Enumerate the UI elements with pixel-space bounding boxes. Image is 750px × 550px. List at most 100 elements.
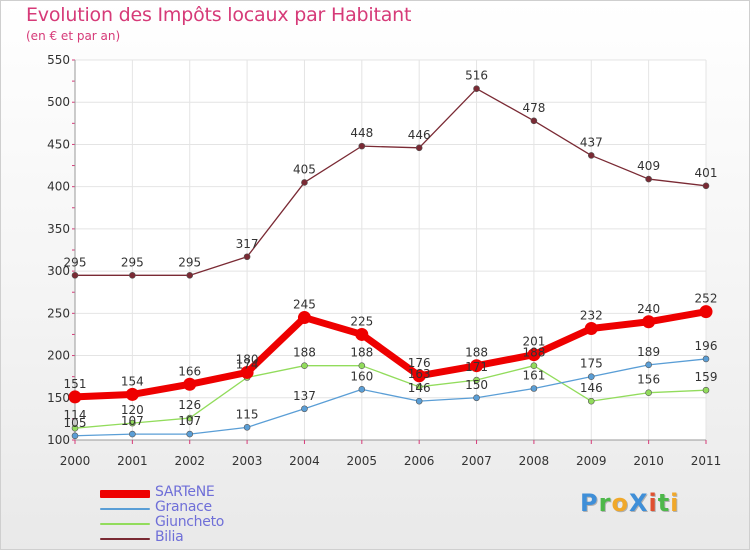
data-label-giuncheto: 163: [408, 367, 431, 381]
series-line-sartene: [74, 308, 707, 401]
data-point-sartene: [699, 305, 713, 319]
data-label-giuncheto: 126: [178, 398, 201, 412]
data-point-sartene: [183, 377, 197, 391]
data-label-giuncheto: 114: [64, 408, 87, 422]
data-label-sartene: 151: [64, 377, 87, 391]
x-tick-label: 2003: [232, 454, 263, 468]
line-chart: 100 150 200 250 300 350 400 450 500 550 2000 2001 20…: [47, 53, 722, 468]
data-point-granace: [71, 432, 79, 440]
data-label-giuncheto: 174: [236, 358, 259, 372]
data-point-bilia: [645, 175, 652, 183]
y-tick-label: 100: [47, 433, 70, 447]
x-tick-label: 2000: [60, 454, 91, 468]
legend-label: Granace: [155, 499, 212, 515]
data-point-bilia: [186, 272, 194, 279]
legend-label: SARTeNE: [155, 484, 215, 500]
data-point-sartene: [527, 348, 541, 362]
data-label-granace: 196: [695, 339, 718, 353]
data-label-sartene: 240: [637, 302, 660, 316]
legend-swatch: [100, 523, 150, 525]
data-point-granace: [186, 430, 194, 438]
data-label-bilia: 409: [637, 159, 660, 173]
x-tick-label: 2006: [404, 454, 435, 468]
data-label-granace: 175: [580, 357, 603, 371]
data-label-sartene: 225: [350, 314, 373, 328]
chart-subtitle: (en € et par an): [26, 29, 121, 43]
data-point-giuncheto: [587, 397, 595, 405]
data-point-giuncheto: [129, 419, 136, 427]
data-point-bilia: [587, 152, 595, 159]
data-point-bilia: [243, 253, 251, 261]
data-label-giuncheto: 188: [293, 346, 316, 360]
data-label-granace: 189: [637, 345, 660, 359]
data-label-bilia: 317: [236, 237, 259, 251]
data-label-sartene: 232: [580, 309, 603, 323]
data-point-bilia: [71, 272, 79, 279]
logo-letter: i: [670, 489, 680, 517]
y-tick-label: 550: [47, 53, 70, 67]
x-tick-label: 2002: [174, 454, 205, 468]
data-point-granace: [243, 424, 251, 431]
x-tick-label: 2001: [117, 454, 148, 468]
data-label-granace: 161: [522, 368, 545, 382]
data-point-sartene: [240, 365, 254, 379]
data-label-giuncheto: 120: [121, 403, 144, 417]
y-tick-label: 350: [47, 222, 70, 236]
data-point-giuncheto: [186, 414, 194, 422]
data-label-sartene: 180: [236, 352, 259, 366]
data-label-giuncheto: 146: [580, 381, 603, 395]
data-point-sartene: [297, 311, 311, 325]
data-label-bilia: 295: [178, 255, 201, 269]
data-point-granace: [415, 397, 423, 405]
y-tick-label: 200: [47, 349, 70, 363]
data-point-giuncheto: [530, 362, 538, 369]
data-label-bilia: 295: [64, 255, 87, 269]
data-point-sartene: [584, 322, 598, 336]
x-tick-label: 2007: [461, 454, 492, 468]
data-label-sartene: 176: [408, 356, 431, 370]
legend-swatch: [100, 538, 150, 540]
data-label-sartene: 252: [695, 292, 718, 306]
data-label-giuncheto: 159: [695, 370, 718, 384]
data-label-sartene: 245: [293, 298, 316, 312]
data-label-giuncheto: 156: [637, 373, 660, 387]
data-label-granace: 105: [64, 416, 87, 430]
data-label-sartene: 188: [465, 346, 488, 360]
data-label-sartene: 154: [121, 374, 144, 388]
data-point-granace: [530, 385, 538, 392]
data-point-giuncheto: [358, 362, 366, 369]
logo-letter: t: [657, 489, 671, 517]
logo-letter: X: [628, 489, 649, 517]
y-tick-label: 400: [47, 180, 70, 194]
logo-letter: i: [648, 489, 658, 517]
data-point-giuncheto: [415, 383, 423, 391]
y-tick-label: 300: [47, 264, 70, 278]
data-point-sartene: [68, 390, 82, 404]
plot-area: [75, 60, 706, 440]
data-label-sartene: 201: [522, 335, 545, 349]
data-point-sartene: [412, 369, 426, 383]
legend-label: Giuncheto: [155, 514, 225, 530]
data-label-granace: 137: [293, 389, 316, 403]
data-label-giuncheto: 188: [350, 346, 373, 360]
data-label-giuncheto: 171: [465, 360, 488, 374]
series-line-granace: [74, 358, 707, 437]
data-label-bilia: 405: [293, 162, 316, 176]
data-point-giuncheto: [301, 362, 308, 369]
series-line-giuncheto: [74, 365, 707, 429]
legend-swatch: [100, 490, 150, 498]
data-point-granace: [129, 430, 136, 438]
data-point-bilia: [301, 179, 308, 186]
x-tick-label: 2011: [691, 454, 722, 468]
data-label-bilia: 295: [121, 255, 144, 269]
data-label-granace: 160: [350, 369, 373, 383]
legend-swatch: [100, 508, 150, 510]
data-point-bilia: [473, 85, 480, 93]
data-point-granace: [358, 386, 366, 393]
series-line-bilia: [75, 88, 707, 276]
data-label-bilia: 478: [522, 101, 545, 115]
data-label-granace: 150: [465, 378, 488, 392]
data-label-granace: 146: [408, 381, 431, 395]
data-point-giuncheto: [473, 376, 480, 384]
x-tick-label: 2004: [289, 454, 320, 468]
